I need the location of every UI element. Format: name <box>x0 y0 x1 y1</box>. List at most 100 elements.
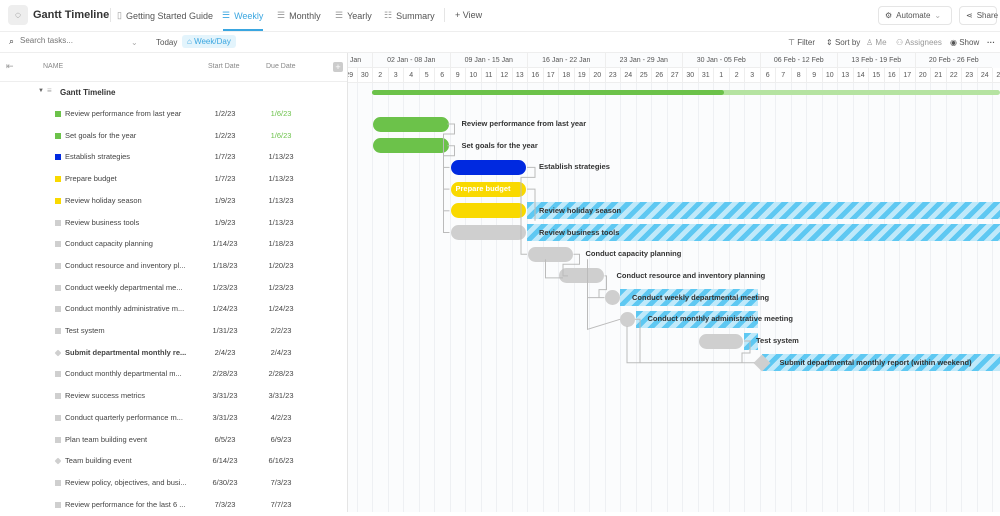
start-date[interactable]: 6/5/23 <box>200 435 250 444</box>
status-square-icon[interactable] <box>55 285 61 291</box>
add-column-icon[interactable]: + <box>333 62 343 72</box>
due-date[interactable]: 4/2/23 <box>256 413 306 422</box>
start-date[interactable]: 1/9/23 <box>200 196 250 205</box>
start-date[interactable]: 1/18/23 <box>200 261 250 270</box>
start-date[interactable]: 1/2/23 <box>200 131 250 140</box>
group-row[interactable]: ▼ ≡ Gantt Timeline <box>0 83 347 103</box>
status-square-icon[interactable] <box>55 306 61 312</box>
task-bar[interactable] <box>373 138 449 153</box>
due-date[interactable]: 1/13/23 <box>256 152 306 161</box>
task-row[interactable]: Conduct monthly administrative m... 1/24… <box>0 299 347 320</box>
status-square-icon[interactable] <box>55 154 61 160</box>
task-bar[interactable] <box>559 268 604 283</box>
status-square-icon[interactable] <box>55 480 61 486</box>
task-name[interactable]: Conduct monthly administrative m... <box>65 304 184 313</box>
status-square-icon[interactable] <box>55 437 61 443</box>
start-date[interactable]: 3/31/23 <box>200 413 250 422</box>
start-date[interactable]: 1/9/23 <box>200 218 250 227</box>
due-date[interactable]: 1/23/23 <box>256 283 306 292</box>
task-name[interactable]: Review performance for the last 6 ... <box>65 500 185 509</box>
task-name[interactable]: Prepare budget <box>65 174 117 183</box>
task-name[interactable]: Conduct weekly departmental me... <box>65 283 183 292</box>
start-date[interactable]: 7/3/23 <box>200 500 250 509</box>
filter-button[interactable]: ⊤ Filter <box>788 38 815 47</box>
task-name[interactable]: Review holiday season <box>65 196 142 205</box>
task-name[interactable]: Conduct resource and inventory pl... <box>65 261 185 270</box>
status-square-icon[interactable] <box>55 220 61 226</box>
task-row[interactable]: Team building event 6/14/23 6/16/23 <box>0 451 347 472</box>
due-date[interactable]: 2/28/23 <box>256 369 306 378</box>
status-square-icon[interactable] <box>55 371 61 377</box>
assignees-filter[interactable]: ⚇ Assignees <box>896 38 942 47</box>
column-header-name[interactable]: NAME <box>43 63 63 70</box>
task-row[interactable]: Plan team building event 6/5/23 6/9/23 <box>0 430 347 451</box>
status-square-icon[interactable] <box>55 111 61 117</box>
add-view-button[interactable]: + View <box>455 10 482 20</box>
status-square-icon[interactable] <box>55 133 61 139</box>
start-date[interactable]: 2/4/23 <box>200 348 250 357</box>
tab-weekly[interactable]: ☰Weekly <box>222 10 263 21</box>
search-input[interactable] <box>20 36 130 45</box>
status-square-icon[interactable] <box>55 502 61 508</box>
task-row[interactable]: Review performance for the last 6 ... 7/… <box>0 495 347 516</box>
due-date[interactable]: 3/31/23 <box>256 391 306 400</box>
task-name[interactable]: Establish strategies <box>65 152 130 161</box>
task-row[interactable]: Review policy, objectives, and busi... 6… <box>0 473 347 494</box>
start-date[interactable]: 1/7/23 <box>200 152 250 161</box>
start-date[interactable]: 1/2/23 <box>200 109 250 118</box>
task-row[interactable]: Conduct monthly departmental m... 2/28/2… <box>0 364 347 385</box>
automate-button[interactable]: ⚙Automate⌄ <box>878 6 952 25</box>
start-date[interactable]: 2/28/23 <box>200 369 250 378</box>
due-date[interactable]: 1/13/23 <box>256 218 306 227</box>
status-square-icon[interactable] <box>55 393 61 399</box>
due-date[interactable]: 6/9/23 <box>256 435 306 444</box>
space-logo-icon[interactable]: ◌ <box>8 5 28 25</box>
task-name[interactable]: Review success metrics <box>65 391 145 400</box>
tab-monthly[interactable]: ☰Monthly <box>277 10 321 21</box>
due-date[interactable]: 1/24/23 <box>256 304 306 313</box>
task-row[interactable]: Review business tools 1/9/23 1/13/23 <box>0 213 347 234</box>
start-date[interactable]: 1/31/23 <box>200 326 250 335</box>
task-row[interactable]: Conduct capacity planning 1/14/23 1/18/2… <box>0 234 347 255</box>
today-button[interactable]: Today <box>156 38 177 47</box>
tab-getting-started-guide[interactable]: ▯Getting Started Guide <box>117 10 213 21</box>
task-name[interactable]: Conduct quarterly performance m... <box>65 413 183 422</box>
task-row[interactable]: Conduct quarterly performance m... 3/31/… <box>0 408 347 429</box>
task-name[interactable]: Review business tools <box>65 218 139 227</box>
chevron-down-icon[interactable]: ⌄ <box>131 38 138 47</box>
due-date[interactable]: 2/4/23 <box>256 348 306 357</box>
due-date[interactable]: 2/2/23 <box>256 326 306 335</box>
status-square-icon[interactable] <box>55 263 61 269</box>
week-day-scale-button[interactable]: ⌂ Week/Day <box>182 35 236 48</box>
task-name[interactable]: Review policy, objectives, and busi... <box>65 478 187 487</box>
tab-summary[interactable]: ☷Summary <box>384 10 435 21</box>
start-date[interactable]: 6/30/23 <box>200 478 250 487</box>
task-name[interactable]: Plan team building event <box>65 435 147 444</box>
task-name[interactable]: Review performance from last year <box>65 109 181 118</box>
status-square-icon[interactable] <box>55 198 61 204</box>
status-diamond-icon[interactable] <box>55 349 62 356</box>
task-bar[interactable] <box>451 225 527 240</box>
status-diamond-icon[interactable] <box>55 458 62 465</box>
due-date[interactable]: 1/13/23 <box>256 174 306 183</box>
task-row[interactable]: Prepare budget 1/7/23 1/13/23 <box>0 169 347 190</box>
caret-down-icon[interactable]: ▼ <box>38 88 44 94</box>
status-square-icon[interactable] <box>55 328 61 334</box>
task-name[interactable]: Team building event <box>65 456 132 465</box>
task-row[interactable]: Submit departmental monthly re... 2/4/23… <box>0 343 347 364</box>
me-filter[interactable]: ♙ Me <box>866 38 887 47</box>
column-header-start-date[interactable]: Start Date <box>208 63 240 70</box>
start-date[interactable]: 6/14/23 <box>200 456 250 465</box>
task-bar[interactable] <box>451 203 527 218</box>
show-button[interactable]: ◉ Show <box>950 38 979 47</box>
column-header-due-date[interactable]: Due Date <box>266 63 296 70</box>
task-name[interactable]: Set goals for the year <box>65 131 136 140</box>
due-date[interactable]: 6/16/23 <box>256 456 306 465</box>
task-row[interactable]: Set goals for the year 1/2/23 1/6/23 <box>0 126 347 147</box>
task-name[interactable]: Test system <box>65 326 105 335</box>
task-bar[interactable] <box>373 117 449 132</box>
task-bar[interactable] <box>451 160 527 175</box>
more-options-button[interactable]: ··· <box>987 38 995 47</box>
start-date[interactable]: 1/23/23 <box>200 283 250 292</box>
task-row[interactable]: Review holiday season 1/9/23 1/13/23 <box>0 191 347 212</box>
